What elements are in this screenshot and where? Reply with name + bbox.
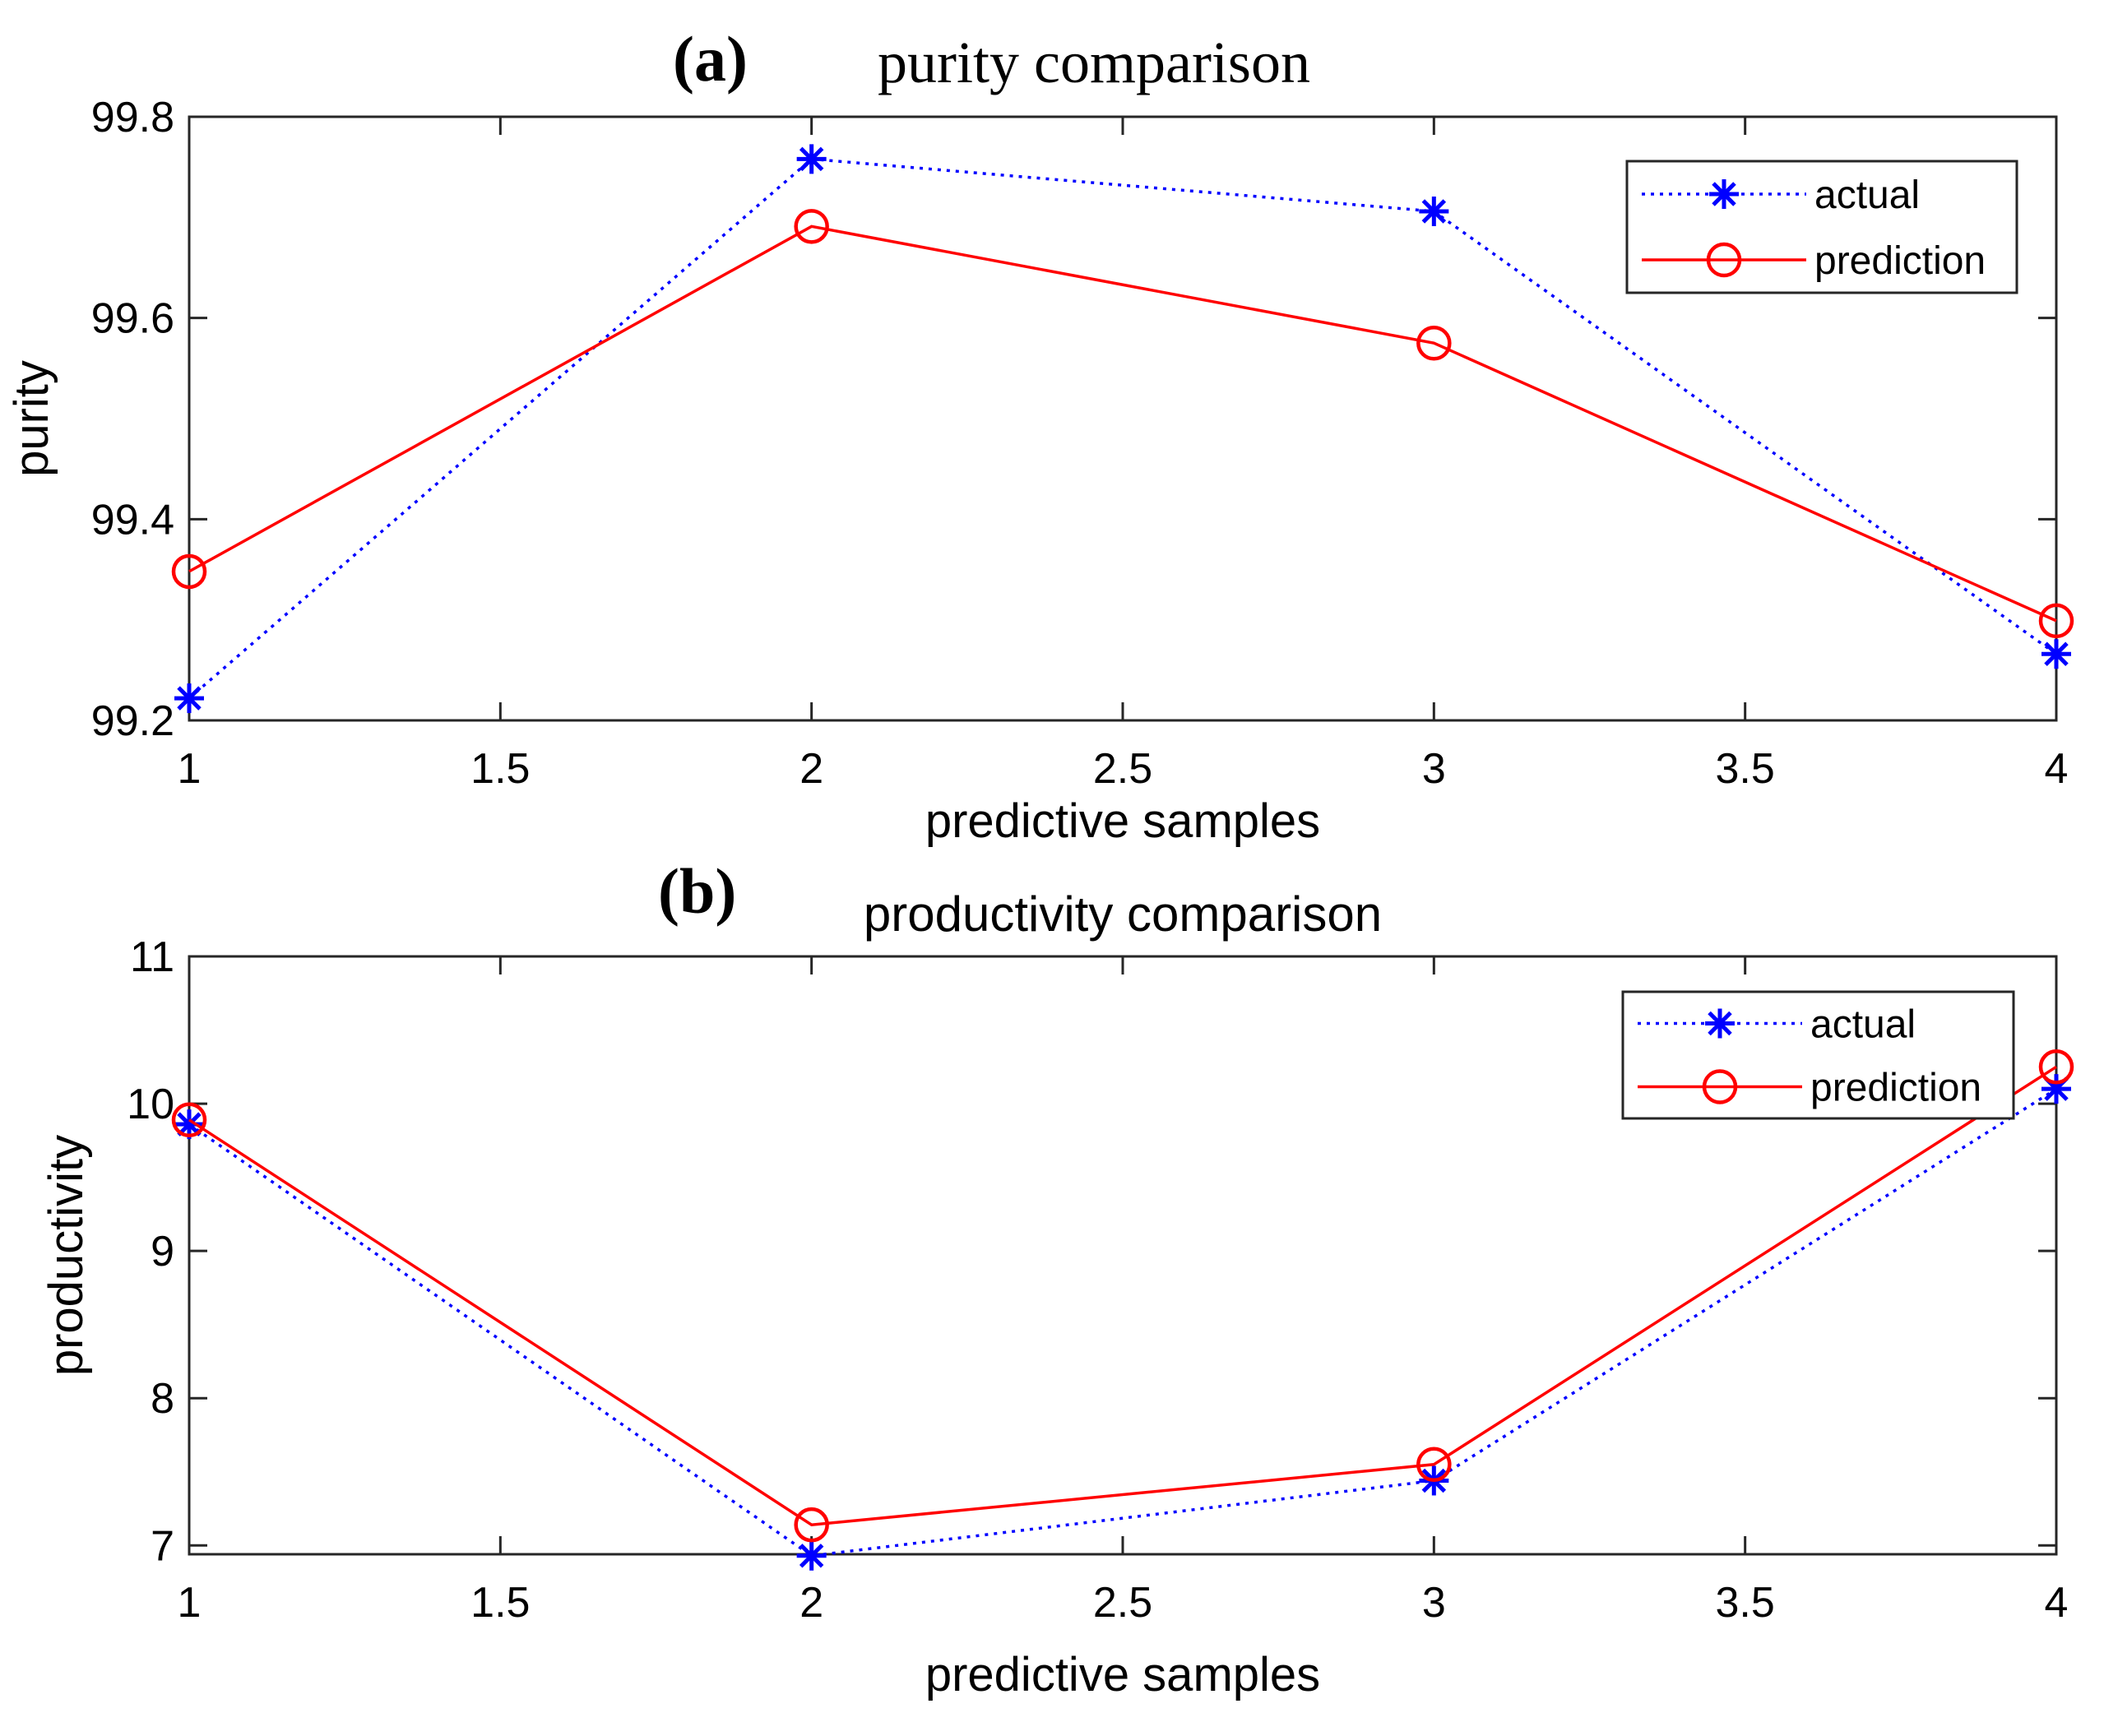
data-point-prediction (171, 553, 207, 590)
x-tick-label: 1.5 (470, 1579, 530, 1627)
legend-box (1621, 990, 2015, 1120)
x-tick-label: 3 (1422, 1579, 1446, 1627)
series-line-actual (188, 1087, 2057, 1558)
series-line-actual (188, 157, 2058, 700)
x-tick-label: 2.5 (1093, 745, 1152, 793)
y-axis-label: productivity (39, 1135, 93, 1376)
legend-marker-prediction (1702, 1069, 1738, 1104)
y-tick-label: 99.6 (91, 295, 174, 343)
data-point-prediction (1416, 326, 1452, 361)
y-tick-label: 99.8 (91, 94, 174, 141)
y-tick-label: 11 (130, 933, 174, 981)
y-tick-label: 8 (151, 1375, 174, 1423)
y-tick-label: 99.4 (91, 496, 174, 544)
data-point-actual (174, 1109, 204, 1140)
data-point-actual (174, 683, 204, 714)
legend-marker-actual (1709, 179, 1739, 209)
data-point-prediction (1416, 1447, 1452, 1483)
x-tick-label: 3.5 (1716, 745, 1775, 793)
legend-box (1625, 160, 2018, 294)
legend-label-actual: actual (1810, 1003, 1916, 1047)
x-axis-label: predictive samples (925, 1648, 1320, 1701)
x-tick-label: 3 (1422, 745, 1446, 793)
y-axis-label: purity (5, 360, 58, 477)
legend-label-actual: actual (1814, 174, 1920, 217)
y-tick-label: 10 (127, 1081, 174, 1128)
x-tick-label: 1 (178, 1579, 202, 1627)
legend-label-prediction: prediction (1810, 1067, 1981, 1110)
chart-title: productivity comparison (864, 887, 1382, 942)
x-tick-label: 4 (2045, 1579, 2069, 1627)
x-tick-label: 1 (178, 745, 202, 793)
data-point-prediction (794, 209, 829, 244)
x-tick-label: 2.5 (1093, 1579, 1152, 1627)
series-line-prediction (188, 225, 2057, 623)
data-point-actual (1419, 196, 1449, 226)
data-point-prediction (171, 1102, 207, 1138)
y-tick-label: 99.2 (91, 697, 174, 745)
series-line-prediction (188, 1065, 2057, 1527)
chart-panel-a: 1 1.5 2 2.5 3 3.5 4 99.2 99.4 99.6 99.8 predictive … (5, 23, 2074, 848)
legend-marker-actual (1705, 1008, 1735, 1039)
panel-label: (b) (658, 855, 736, 927)
legend-label-prediction: prediction (1814, 239, 1986, 283)
legend: actual prediction (1621, 990, 2015, 1120)
x-tick-label: 3.5 (1716, 1579, 1775, 1627)
data-point-actual (796, 144, 827, 174)
data-point-actual (796, 1540, 827, 1571)
chart-title: purity comparison (878, 30, 1310, 95)
x-tick-label: 2 (799, 745, 823, 793)
x-axis-label: predictive samples (925, 794, 1320, 848)
data-point-prediction (2038, 1049, 2074, 1085)
x-tick-label: 1.5 (470, 745, 530, 793)
data-point-actual (2041, 639, 2071, 669)
chart-panel-b: 1 1.5 2 2.5 3 3.5 4 7 8 9 10 11 predictive samples pr… (39, 855, 2074, 1701)
data-point-prediction (794, 1507, 829, 1543)
panel-label: (a) (673, 23, 748, 95)
x-tick-label: 4 (2045, 745, 2069, 793)
legend: actual prediction (1625, 160, 2018, 294)
x-tick-label: 2 (799, 1579, 823, 1627)
y-tick-label: 9 (151, 1228, 174, 1275)
legend-marker-prediction (1706, 242, 1742, 278)
y-tick-label: 7 (151, 1522, 174, 1570)
data-point-prediction (2038, 603, 2074, 639)
